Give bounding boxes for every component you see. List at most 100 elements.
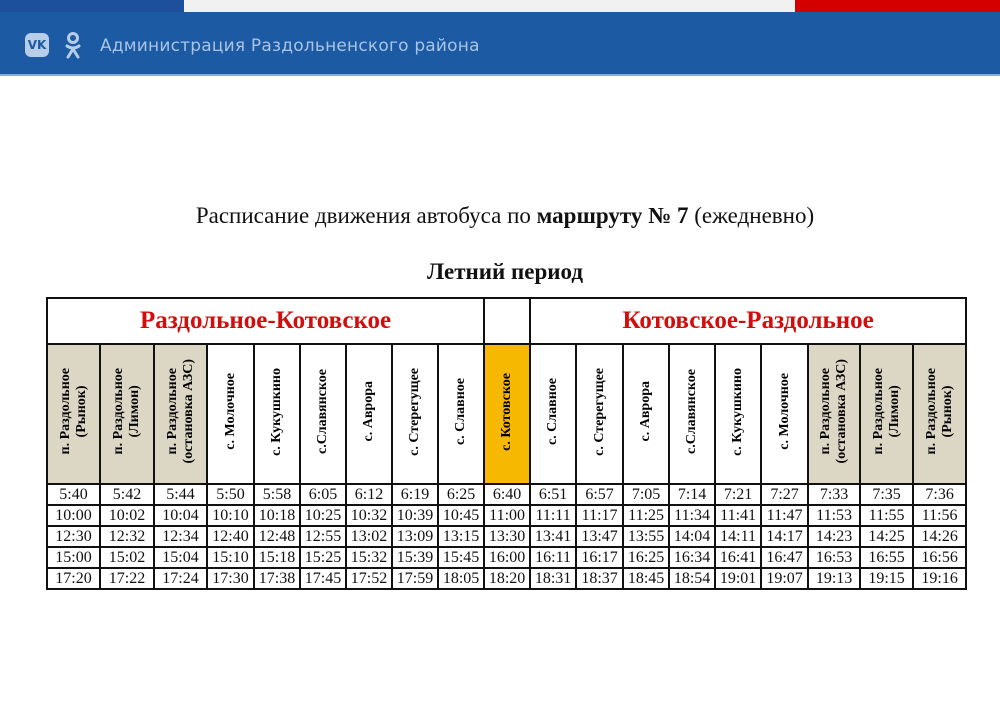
time-cell: 14:04 [668, 525, 717, 548]
time-cell: 17:20 [46, 567, 101, 590]
table-row: 10:00 10:02 10:04 10:10 10:18 10:25 10:32 10:39… [46, 504, 968, 527]
time-cell: 10:04 [153, 504, 208, 527]
stop-header: с. Славное [529, 343, 578, 485]
time-cell: 10:32 [345, 504, 393, 527]
time-cell: 10:00 [46, 504, 101, 527]
time-cell: 19:16 [912, 567, 968, 590]
time-cell: 12:30 [46, 525, 101, 548]
time-cell: 17:59 [391, 567, 439, 590]
time-cell: 19:01 [714, 567, 763, 590]
flag-stripe-red [795, 0, 1000, 12]
time-cell: 18:05 [436, 567, 486, 590]
stop-header: с. Стерегущее [391, 343, 439, 485]
time-cell: 16:41 [714, 546, 763, 569]
time-cell: 15:18 [253, 546, 301, 569]
time-cell: 13:09 [391, 525, 439, 548]
time-cell: 11:17 [575, 504, 625, 527]
header-bar: VK Администрация Раздольненского района [0, 12, 1000, 76]
stop-name: п. Раздольное (остановка АЗС) [818, 359, 850, 464]
stop-name: п. Раздольное (Рынок) [923, 368, 955, 455]
time-cell: 12:48 [253, 525, 301, 548]
time-cell: 12:40 [206, 525, 255, 548]
direction-forward: Раздольное-Котовское [45, 297, 486, 345]
stop-name: с.Славянское [684, 368, 700, 454]
time-cell: 11:56 [912, 504, 968, 527]
time-cell: 16:55 [859, 546, 915, 569]
time-cell: 17:22 [99, 567, 155, 590]
time-cell: 18:20 [483, 567, 532, 590]
direction-spacer [483, 297, 532, 345]
time-cell: 10:10 [206, 504, 255, 527]
time-cell: 15:25 [299, 546, 347, 569]
time-cell: 13:15 [436, 525, 486, 548]
stop-header: п. Раздольное (остановка АЗС) [153, 343, 208, 485]
time-cell: 6:51 [529, 483, 578, 506]
time-cell: 17:52 [345, 567, 393, 590]
stop-name: с. Кукушкино [730, 367, 746, 456]
time-cell: 16:11 [529, 546, 578, 569]
vk-icon[interactable]: VK [25, 33, 49, 57]
stops-header-row: п. Раздольное (Рынок) п. Раздольное (Лимо… [46, 343, 968, 485]
time-cell: 16:56 [912, 546, 968, 569]
time-cell: 6:40 [483, 483, 532, 506]
time-cell: 15:00 [46, 546, 101, 569]
table-row: 5:40 5:42 5:44 5:50 5:58 6:05 6:12 6:19 6:25 6:40… [46, 483, 968, 506]
title-route: маршруту № 7 [536, 203, 689, 228]
flag-stripe-white [184, 0, 795, 12]
time-cell: 19:13 [807, 567, 862, 590]
time-cell: 7:35 [859, 483, 915, 506]
time-cell: 18:45 [622, 567, 671, 590]
time-cell: 5:58 [253, 483, 301, 506]
time-cell: 15:04 [153, 546, 208, 569]
time-cell: 13:47 [575, 525, 625, 548]
time-cell: 6:05 [299, 483, 347, 506]
time-cell: 5:42 [99, 483, 155, 506]
time-cell: 15:02 [99, 546, 155, 569]
stop-header: с. Аврора [345, 343, 393, 485]
time-cell: 6:57 [575, 483, 625, 506]
time-cell: 14:26 [912, 525, 968, 548]
time-cell: 11:25 [622, 504, 671, 527]
time-cell: 11:41 [714, 504, 763, 527]
time-cell: 7:05 [622, 483, 671, 506]
time-cell: 13:41 [529, 525, 578, 548]
time-cell: 11:00 [483, 504, 532, 527]
time-cell: 18:31 [529, 567, 578, 590]
odnoklassniki-icon[interactable] [64, 31, 82, 59]
time-cell: 7:21 [714, 483, 763, 506]
stop-name: с. Аврора [638, 381, 654, 442]
time-cell: 19:15 [859, 567, 915, 590]
time-cell: 14:23 [807, 525, 862, 548]
table-row: 17:20 17:22 17:24 17:30 17:38 17:45 17:52 17:59… [46, 567, 968, 590]
time-cell: 17:38 [253, 567, 301, 590]
time-cell: 6:19 [391, 483, 439, 506]
stop-header: с. Аврора [622, 343, 671, 485]
time-cell: 7:33 [807, 483, 862, 506]
stop-name: с. Стерегущее [591, 367, 607, 456]
title-suffix: (ежедневно) [688, 203, 815, 228]
flag-stripe-blue [0, 0, 184, 12]
stop-name: с. Молочное [222, 373, 238, 450]
time-cell: 16:25 [622, 546, 671, 569]
stop-header: с. Котовское [483, 343, 532, 485]
time-cell: 16:47 [760, 546, 810, 569]
stop-header: с. Кукушкино [714, 343, 763, 485]
time-cell: 18:37 [575, 567, 625, 590]
stop-name: с. Славное [545, 377, 561, 446]
stop-header: п. Раздольное (Рынок) [912, 343, 968, 485]
time-cell: 5:40 [46, 483, 101, 506]
stop-name: с. Славное [453, 377, 469, 446]
time-cell: 10:02 [99, 504, 155, 527]
time-cell: 12:32 [99, 525, 155, 548]
stop-name: п. Раздольное (Лимон) [870, 368, 902, 455]
stop-name: с. Котовское [499, 372, 515, 451]
time-cell: 17:45 [299, 567, 347, 590]
time-cell: 15:39 [391, 546, 439, 569]
org-name: Администрация Раздольненского района [100, 36, 480, 56]
time-cell: 16:00 [483, 546, 532, 569]
time-cell: 13:02 [345, 525, 393, 548]
time-cell: 10:25 [299, 504, 347, 527]
time-cell: 17:30 [206, 567, 255, 590]
time-cell: 11:53 [807, 504, 862, 527]
direction-back: Котовское-Раздольное [529, 297, 968, 345]
